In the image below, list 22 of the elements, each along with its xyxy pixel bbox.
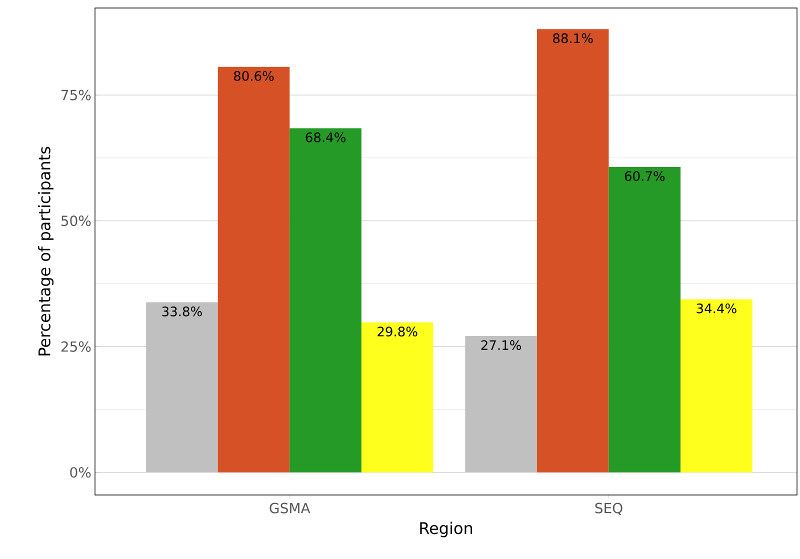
data-label: 29.8% bbox=[378, 326, 418, 336]
data-label: 68.4% bbox=[306, 132, 346, 142]
y-axis-title: Percentage of participants bbox=[38, 146, 54, 356]
bar bbox=[608, 166, 681, 472]
data-label: 88.1% bbox=[553, 33, 593, 44]
data-label: 34.4% bbox=[696, 303, 736, 314]
x-tick-label: SEQ bbox=[595, 502, 622, 515]
data-label: 80.6% bbox=[234, 71, 274, 81]
y-tick-label: 50% bbox=[61, 216, 91, 226]
data-label: 27.1% bbox=[481, 340, 521, 350]
bar bbox=[680, 299, 752, 472]
data-label: 60.7% bbox=[624, 171, 665, 182]
bar bbox=[361, 322, 434, 472]
data-label: 33.8% bbox=[162, 306, 202, 316]
y-tick-label: 25% bbox=[61, 341, 91, 352]
bar bbox=[536, 29, 609, 472]
bar bbox=[218, 66, 290, 472]
y-tick-label: 0% bbox=[70, 467, 91, 478]
bar bbox=[290, 128, 362, 472]
y-tick-label: 75% bbox=[62, 90, 91, 100]
x-tick-label: GSMA bbox=[270, 502, 310, 514]
x-axis-title: Region bbox=[420, 522, 472, 538]
